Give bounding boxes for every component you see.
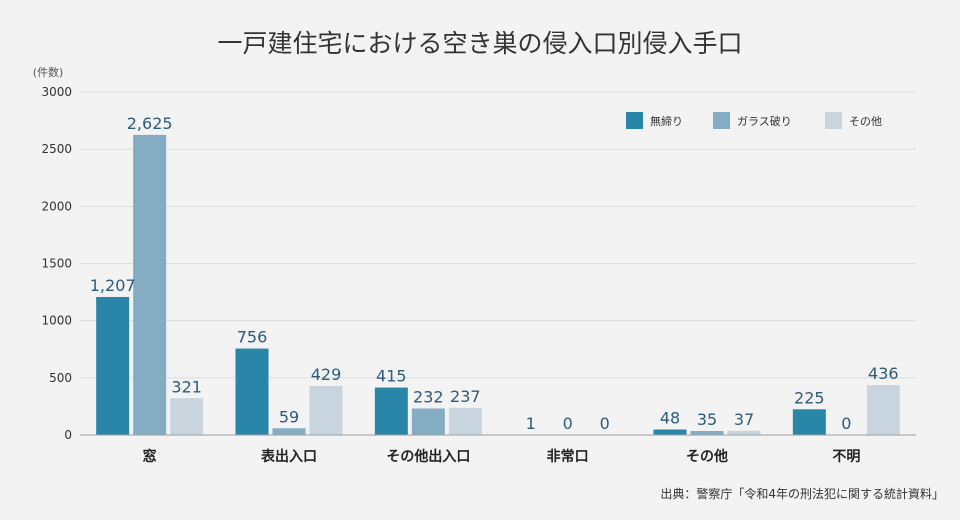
data-label: 48 bbox=[660, 409, 680, 428]
data-label: 37 bbox=[734, 410, 754, 429]
x-tick-label: その他 bbox=[686, 448, 728, 465]
y-tick-label: 1000 bbox=[41, 314, 72, 328]
data-label: 0 bbox=[563, 414, 573, 433]
data-labels: 1,207 2,625 321 756 59 429 415 232 237 1 0 0 48 35 37 2… bbox=[90, 114, 899, 433]
bar bbox=[272, 428, 306, 435]
source-note: 出典：警察庁「令和4年の刑法犯に関する統計資料」 bbox=[660, 486, 944, 501]
data-label: 756 bbox=[237, 328, 268, 347]
legend-swatch bbox=[713, 112, 730, 129]
x-tick-label: 不明 bbox=[832, 449, 860, 465]
data-label: 237 bbox=[450, 387, 481, 406]
y-axis-ticks: 0 500 1000 1500 2000 2500 3000 bbox=[41, 85, 72, 442]
data-label: 429 bbox=[311, 365, 342, 384]
bars bbox=[96, 134, 900, 435]
chart-title: 一戸建住宅における空き巣の侵入口別侵入手口 bbox=[217, 29, 742, 58]
bar bbox=[309, 385, 343, 435]
bar bbox=[653, 429, 687, 435]
data-label: 0 bbox=[841, 414, 851, 433]
legend-label: その他 bbox=[849, 115, 882, 128]
legend: 無締り ガラス破り その他 bbox=[626, 112, 882, 129]
bar bbox=[727, 430, 761, 435]
gridlines bbox=[80, 91, 916, 379]
y-axis-unit-label: (件数) bbox=[33, 66, 64, 79]
x-tick-label: 窓 bbox=[143, 448, 157, 465]
legend-swatch bbox=[825, 112, 842, 129]
data-label: 2,625 bbox=[127, 114, 173, 133]
data-label: 0 bbox=[600, 414, 610, 433]
legend-label: 無締り bbox=[650, 114, 683, 128]
bar bbox=[235, 348, 269, 435]
bar bbox=[96, 296, 130, 435]
bar bbox=[792, 409, 826, 435]
x-tick-label: 非常口 bbox=[547, 448, 589, 465]
data-label: 232 bbox=[413, 387, 444, 406]
legend-swatch bbox=[626, 112, 643, 129]
data-label: 321 bbox=[171, 377, 202, 396]
bar bbox=[411, 408, 445, 435]
bar bbox=[690, 430, 724, 435]
data-label: 1,207 bbox=[90, 276, 136, 295]
bar bbox=[866, 385, 900, 435]
data-label: 59 bbox=[279, 407, 299, 426]
y-tick-label: 1500 bbox=[41, 257, 72, 271]
data-label: 35 bbox=[697, 410, 717, 429]
x-tick-label: 表出入口 bbox=[260, 448, 317, 465]
bar bbox=[133, 134, 167, 435]
y-tick-label: 2000 bbox=[41, 199, 72, 213]
y-tick-label: 2500 bbox=[41, 142, 72, 156]
bar bbox=[374, 387, 408, 435]
x-tick-label: その他出入口 bbox=[386, 448, 470, 465]
y-tick-label: 3000 bbox=[41, 85, 72, 99]
data-label: 415 bbox=[376, 367, 407, 386]
x-axis-ticks: 窓 表出入口 その他出入口 非常口 その他 不明 bbox=[143, 448, 861, 465]
data-label: 1 bbox=[526, 414, 536, 433]
y-tick-label: 0 bbox=[64, 428, 72, 442]
bar bbox=[170, 398, 204, 435]
legend-label: ガラス破り bbox=[737, 114, 792, 128]
bar bbox=[448, 407, 482, 435]
data-label: 225 bbox=[794, 388, 825, 407]
y-tick-label: 500 bbox=[49, 371, 72, 385]
data-label: 436 bbox=[868, 364, 899, 383]
